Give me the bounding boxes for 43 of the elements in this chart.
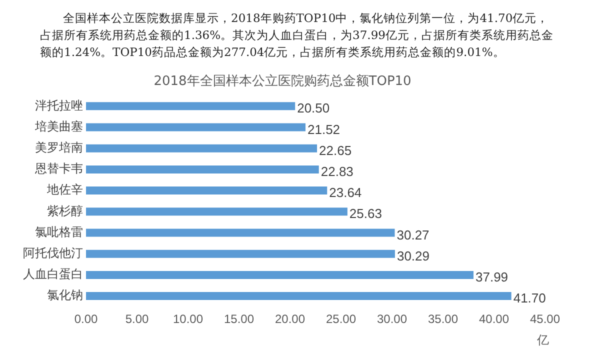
x-tick-label: 10.00: [172, 312, 204, 326]
x-tick-label: 40.00: [478, 312, 510, 326]
data-label: 23.64: [329, 185, 362, 200]
x-tick-label: 30.00: [376, 312, 408, 326]
y-tick-label: 泮托拉唑: [35, 98, 83, 112]
data-label: 30.29: [396, 248, 430, 264]
y-tick-label: 氯化钠: [47, 288, 83, 302]
x-tick-label: 5.00: [125, 312, 149, 326]
data-label: 41.70: [513, 290, 546, 306]
data-label: 20.50: [297, 100, 330, 116]
data-label: 21.52: [308, 122, 340, 137]
x-tick-label: 45.00: [530, 312, 560, 326]
text: 全国样本公立医院数据库显示，2018年购药TOP10中，氯化钠位列第一位，为41.70亿元，占据所有系统用药总金额的1.36%。其次为人血白蛋白，为37.99亿元，占据所有类系统用药总金额的1.24%。TOP10药品总金额为277.04亿元，占据所有类系统用药总金额的9.01%。: [40, 10, 554, 61]
y-tick-label: 人血白蛋白: [23, 267, 83, 282]
x-axis-title: 亿: [536, 333, 549, 348]
data-label: 22.65: [319, 142, 352, 158]
y-tick-label: 阿托伐他汀: [23, 246, 83, 260]
bar: [86, 186, 328, 195]
bar: [86, 123, 306, 132]
data-label: 37.99: [476, 270, 508, 285]
chart-title: 2018年全国样本公立医院购药总金额TOP10: [154, 73, 412, 90]
bar: [86, 208, 348, 216]
data-label: 22.83: [320, 164, 354, 180]
bar: [86, 292, 512, 300]
y-tick-label: 地佐辛: [46, 182, 83, 197]
x-tick-label: 35.00: [428, 312, 458, 326]
bar: [86, 250, 395, 258]
bar: [86, 144, 318, 152]
data-label: 30.27: [396, 227, 430, 242]
bar: [86, 270, 474, 279]
bar: [86, 228, 395, 237]
y-tick-label: 美罗培南: [35, 140, 83, 154]
x-tick-label: 20.00: [274, 312, 306, 326]
bar: [86, 102, 296, 110]
x-tick-label: 0.00: [74, 312, 98, 326]
x-tick-label: 25.00: [326, 312, 356, 326]
y-tick-label: 氯吡格雷: [35, 224, 83, 239]
bar: [86, 165, 319, 174]
y-tick-label: 恩替卡韦: [34, 162, 83, 176]
data-label: 25.63: [349, 206, 382, 222]
y-tick-label: 培美曲塞: [34, 119, 83, 134]
x-tick-label: 15.00: [224, 312, 254, 326]
y-tick-label: 紫杉醇: [47, 204, 83, 218]
